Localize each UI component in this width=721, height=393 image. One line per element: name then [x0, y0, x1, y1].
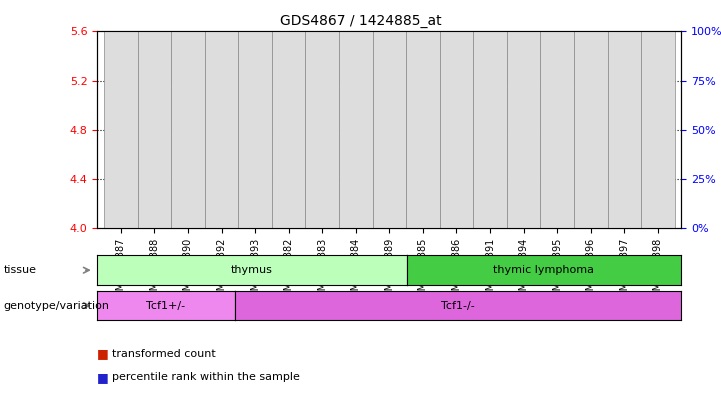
- Text: genotype/variation: genotype/variation: [4, 301, 110, 310]
- Point: [317, 156, 328, 162]
- Text: percentile rank within the sample: percentile rank within the sample: [112, 372, 300, 382]
- FancyBboxPatch shape: [641, 31, 675, 228]
- Bar: [180, 151, 196, 228]
- Point: [115, 176, 127, 182]
- Point: [518, 160, 529, 166]
- Point: [283, 162, 294, 168]
- Point: [149, 130, 160, 137]
- Point: [350, 170, 361, 176]
- Bar: [348, 181, 364, 228]
- Text: ■: ■: [97, 371, 109, 384]
- FancyBboxPatch shape: [574, 31, 608, 228]
- FancyBboxPatch shape: [473, 31, 507, 228]
- Bar: [516, 151, 532, 228]
- Point: [585, 150, 596, 156]
- Point: [417, 185, 429, 192]
- Bar: [616, 179, 632, 228]
- Bar: [280, 151, 297, 228]
- FancyBboxPatch shape: [540, 31, 574, 228]
- Point: [652, 168, 663, 174]
- Text: Tcf1+/-: Tcf1+/-: [146, 301, 185, 310]
- FancyBboxPatch shape: [171, 31, 205, 228]
- Point: [249, 156, 261, 162]
- FancyBboxPatch shape: [373, 31, 406, 228]
- Bar: [213, 148, 230, 228]
- Bar: [415, 201, 431, 228]
- Text: transformed count: transformed count: [112, 349, 216, 359]
- Point: [182, 160, 194, 166]
- FancyBboxPatch shape: [104, 31, 138, 228]
- Bar: [381, 82, 398, 228]
- Bar: [146, 73, 163, 228]
- FancyBboxPatch shape: [272, 31, 306, 228]
- Bar: [314, 148, 331, 228]
- FancyBboxPatch shape: [306, 31, 339, 228]
- Bar: [482, 174, 498, 228]
- FancyBboxPatch shape: [138, 31, 171, 228]
- Bar: [583, 130, 599, 228]
- Text: Tcf1-/-: Tcf1-/-: [441, 301, 475, 310]
- FancyBboxPatch shape: [608, 31, 641, 228]
- Bar: [650, 181, 666, 228]
- Bar: [448, 84, 465, 228]
- Point: [384, 129, 395, 135]
- Point: [216, 156, 227, 162]
- FancyBboxPatch shape: [406, 31, 440, 228]
- Point: [619, 166, 630, 172]
- Point: [552, 182, 563, 188]
- FancyBboxPatch shape: [440, 31, 473, 228]
- FancyBboxPatch shape: [239, 31, 272, 228]
- Bar: [247, 146, 263, 228]
- FancyBboxPatch shape: [205, 31, 239, 228]
- Point: [451, 142, 462, 149]
- Bar: [112, 179, 129, 228]
- Text: thymic lymphoma: thymic lymphoma: [493, 265, 594, 275]
- FancyBboxPatch shape: [507, 31, 540, 228]
- Point: [485, 166, 496, 172]
- Text: thymus: thymus: [231, 265, 273, 275]
- FancyBboxPatch shape: [339, 31, 373, 228]
- Text: GDS4867 / 1424885_at: GDS4867 / 1424885_at: [280, 14, 441, 28]
- Bar: [549, 206, 565, 228]
- Text: ■: ■: [97, 347, 109, 360]
- Text: tissue: tissue: [4, 265, 37, 275]
